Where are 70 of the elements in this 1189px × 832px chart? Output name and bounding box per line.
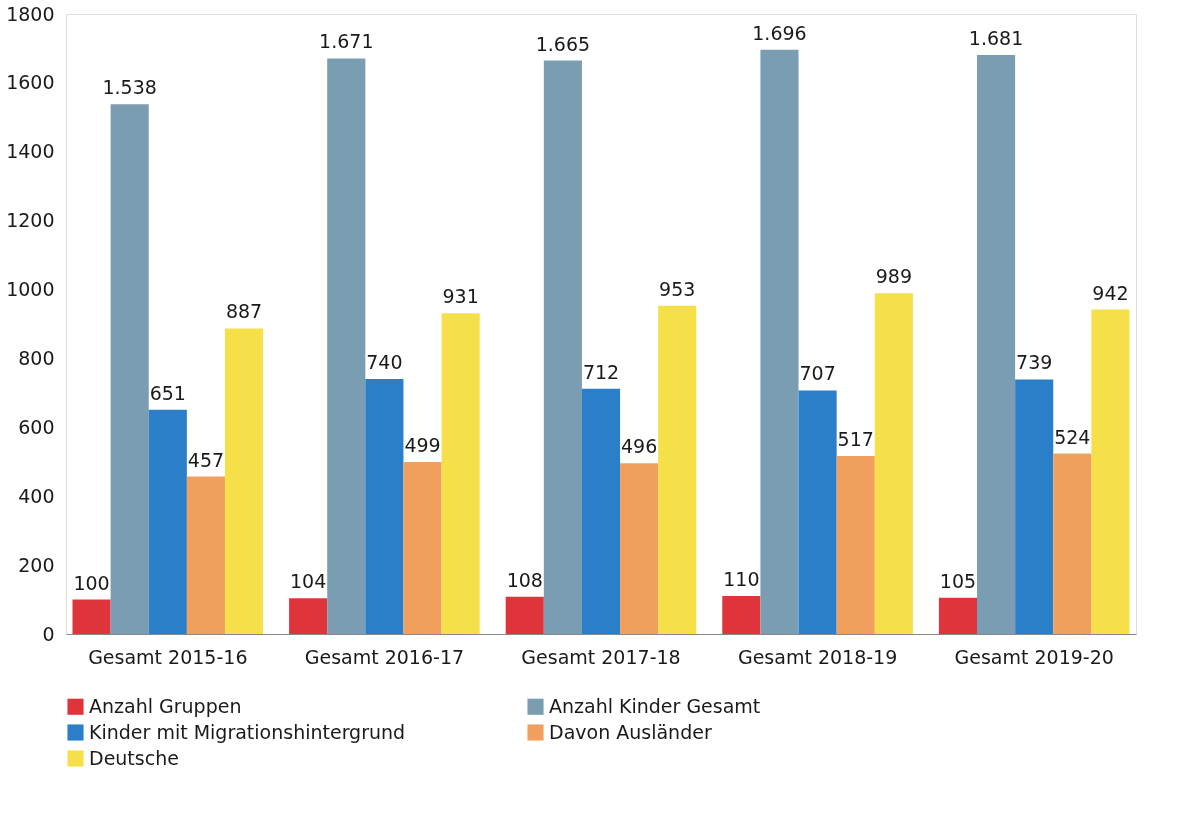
data-label: 100 bbox=[73, 571, 110, 594]
y-tick-label: 400 bbox=[18, 484, 55, 507]
data-label: 517 bbox=[837, 427, 874, 450]
data-label: 524 bbox=[1054, 425, 1091, 448]
y-tick-label: 1800 bbox=[6, 2, 55, 25]
y-tick-label: 0 bbox=[42, 622, 55, 645]
bar bbox=[403, 462, 442, 634]
bar bbox=[798, 390, 837, 634]
x-tick-label: Gesamt 2018-19 bbox=[737, 645, 898, 668]
data-label: 712 bbox=[582, 360, 620, 383]
bar bbox=[148, 409, 187, 634]
bar bbox=[110, 104, 149, 634]
data-label: 110 bbox=[723, 568, 760, 591]
bar bbox=[543, 60, 582, 634]
bar bbox=[441, 313, 480, 634]
data-label: 108 bbox=[506, 568, 543, 591]
bar bbox=[365, 379, 404, 634]
legend-label: Anzahl Gruppen bbox=[89, 694, 242, 717]
x-tick-label: Gesamt 2016-17 bbox=[304, 645, 465, 668]
y-tick-label: 800 bbox=[18, 346, 55, 369]
bar bbox=[505, 596, 544, 634]
bar bbox=[1015, 379, 1054, 634]
data-label: 104 bbox=[290, 570, 327, 593]
data-label: 1.696 bbox=[752, 21, 807, 44]
data-label: 1.665 bbox=[535, 32, 591, 55]
data-label: 931 bbox=[442, 285, 479, 308]
bar bbox=[72, 599, 111, 634]
data-label: 1.538 bbox=[102, 76, 157, 99]
x-tick-label: Gesamt 2019-20 bbox=[954, 645, 1114, 668]
data-label: 651 bbox=[149, 381, 186, 404]
legend-label: Anzahl Kinder Gesamt bbox=[549, 694, 761, 717]
data-label: 499 bbox=[404, 434, 441, 457]
y-tick-label: 1000 bbox=[6, 278, 55, 301]
data-label: 496 bbox=[620, 435, 658, 458]
data-label: 887 bbox=[225, 300, 263, 323]
x-tick-label: Gesamt 2017-18 bbox=[521, 645, 681, 668]
bar bbox=[1091, 309, 1130, 634]
data-label: 942 bbox=[1092, 281, 1129, 304]
bar bbox=[722, 596, 761, 634]
x-tick-label: Gesamt 2015-16 bbox=[88, 645, 248, 668]
data-label: 1.671 bbox=[319, 30, 374, 53]
bar bbox=[581, 388, 621, 634]
bar bbox=[1053, 453, 1092, 634]
y-tick-label: 1200 bbox=[6, 209, 55, 232]
data-label: 707 bbox=[799, 362, 836, 385]
data-label: 457 bbox=[187, 448, 225, 471]
bar bbox=[658, 305, 697, 634]
bar bbox=[760, 49, 799, 634]
legend-label: Davon Ausländer bbox=[549, 720, 712, 743]
bar bbox=[224, 328, 264, 634]
data-label: 740 bbox=[366, 351, 403, 374]
bar bbox=[874, 293, 913, 634]
bar bbox=[289, 598, 328, 634]
bar bbox=[327, 58, 366, 634]
y-tick-label: 600 bbox=[18, 415, 55, 438]
data-label: 953 bbox=[659, 277, 696, 300]
legend-label: Kinder mit Migrationshintergrund bbox=[89, 720, 406, 743]
bar bbox=[938, 597, 978, 634]
data-label: 105 bbox=[939, 569, 977, 592]
bar bbox=[977, 54, 1016, 634]
data-label: 1.681 bbox=[968, 26, 1024, 49]
legend-label: Deutsche bbox=[89, 746, 179, 769]
y-tick-label: 1600 bbox=[6, 71, 55, 94]
bar bbox=[186, 476, 225, 634]
y-tick-label: 1400 bbox=[6, 140, 55, 163]
data-label: 739 bbox=[1016, 351, 1053, 374]
data-label: 989 bbox=[875, 265, 912, 288]
bar bbox=[836, 455, 875, 634]
y-tick-label: 200 bbox=[18, 553, 55, 576]
bar bbox=[620, 463, 659, 634]
